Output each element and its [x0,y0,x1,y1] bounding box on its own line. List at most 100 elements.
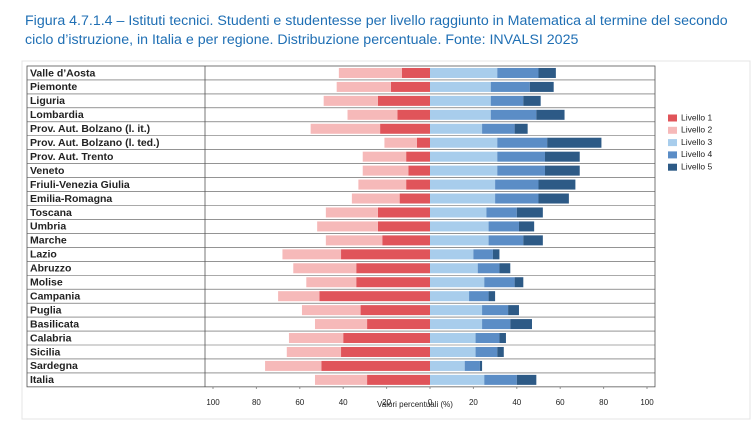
bar-segment [497,346,504,357]
category-label: Prov. Aut. Bolzano (l. it.) [30,123,150,135]
bar-segment [430,109,491,120]
legend-label: Livello 3 [681,137,712,147]
bar-segment [490,81,530,92]
bar-segment [499,333,506,344]
bar-segment [416,137,430,148]
bar-segment [430,319,483,330]
bar-segment [406,179,430,190]
bar-segment [401,67,430,78]
bar-segment [475,346,498,357]
bar-segment [314,374,368,385]
legend-label: Livello 2 [681,125,712,135]
bar-segment [538,193,569,204]
bar-segment [343,333,430,344]
bar-segment [497,137,548,148]
x-tick-label: 20 [382,398,391,407]
bar-segment [397,109,430,120]
bar-segment [430,305,483,316]
bar-segment [430,123,483,134]
category-label: Veneto [30,165,64,177]
category-label: Lombardia [30,109,84,121]
legend-swatch [668,139,677,147]
bar-segment [406,151,430,162]
bar-segment [356,263,430,274]
legend-swatch [668,151,677,159]
category-label: Sardegna [30,360,78,372]
bar-segment [336,81,391,92]
bar-segment [473,249,493,260]
bar-segment [321,360,430,371]
bar-segment [430,249,474,260]
bar-segment [510,319,532,330]
x-tick-label: 60 [556,398,565,407]
bar-segment [497,67,539,78]
bar-segment [495,179,539,190]
bar-segment [377,207,430,218]
bar-segment [516,374,537,385]
bar-segment [314,319,368,330]
category-label: Puglia [30,304,62,316]
bar-segment [430,151,498,162]
bar-segment [286,346,342,357]
bar-segment [488,235,524,246]
bar-segment [430,207,487,218]
bar-segment [356,277,430,288]
bar-segment [490,95,524,106]
bar-segment [482,123,515,134]
bar-segment [518,221,535,232]
category-label: Valle d’Aosta [30,67,96,79]
bar-segment [310,123,381,134]
category-label: Campania [30,290,80,302]
category-label: Abruzzo [30,263,71,275]
bar-segment [367,374,430,385]
bar-segment [529,81,554,92]
x-tick-label: 40 [339,398,348,407]
category-label: Umbria [30,221,66,233]
category-label: Italia [30,374,54,386]
bar-segment [347,109,398,120]
bar-segment [430,277,485,288]
bar-segment [306,277,357,288]
bar-segment [358,179,407,190]
bar-segment [499,263,511,274]
bar-segment [430,374,485,385]
bar-segment [430,346,476,357]
bar-segment [325,207,378,218]
bar-segment [288,333,344,344]
bar-segment [265,360,322,371]
bar-segment [477,263,500,274]
bar-segment [323,95,378,106]
bar-segment [484,277,515,288]
bar-segment [367,319,430,330]
bar-segment [351,193,400,204]
bar-segment [514,277,524,288]
frame [21,60,751,420]
bar-segment [464,360,480,371]
bar-segment [484,374,517,385]
bar-segment [545,151,580,162]
bar-segment [430,263,478,274]
bar-segment [523,235,543,246]
bar-segment [384,137,417,148]
bar-segment [430,291,470,302]
category-label: Liguria [30,95,65,107]
category-label: Marche [30,235,67,247]
category-label: Emilia-Romagna [30,193,112,205]
bar-segment [523,95,541,106]
category-label: Lazio [30,249,57,261]
bar-segment [514,123,528,134]
category-label: Sicilia [30,346,61,358]
x-axis-label: Valori percentuali (%) [377,400,453,409]
bar-segment [495,193,539,204]
bar-segment [545,165,580,176]
bar-segment [293,263,357,274]
bar-segment [430,193,496,204]
bar-segment [408,165,430,176]
bar-segment [492,249,500,260]
x-tick-label: 80 [252,398,261,407]
bar-segment [380,123,430,134]
bar-segment [317,221,378,232]
bar-segment [482,319,511,330]
